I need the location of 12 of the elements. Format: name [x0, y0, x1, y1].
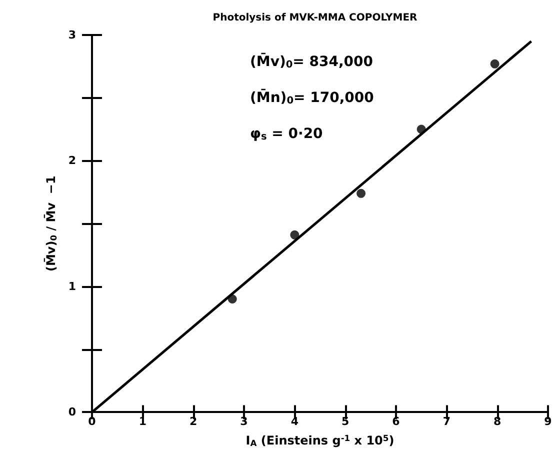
- annotation: (M̄v)0= 834,000: [250, 52, 374, 70]
- y-tick-label: 3: [68, 28, 76, 42]
- y-tick-label: 1: [68, 280, 76, 293]
- y-axis-title: (M̄v)0 / M̄v −1: [42, 176, 58, 272]
- y-tick-label: 0: [68, 406, 76, 419]
- chart-title: Photolysis of MVK-MMA COPOLYMER: [212, 12, 418, 24]
- point: [490, 59, 500, 68]
- y-tick-label: 2: [68, 154, 76, 168]
- point: [356, 188, 366, 198]
- point: [290, 230, 300, 240]
- annotation: (M̄n)0= 170,000: [250, 88, 374, 106]
- annotation: φs = 0·20: [250, 126, 324, 142]
